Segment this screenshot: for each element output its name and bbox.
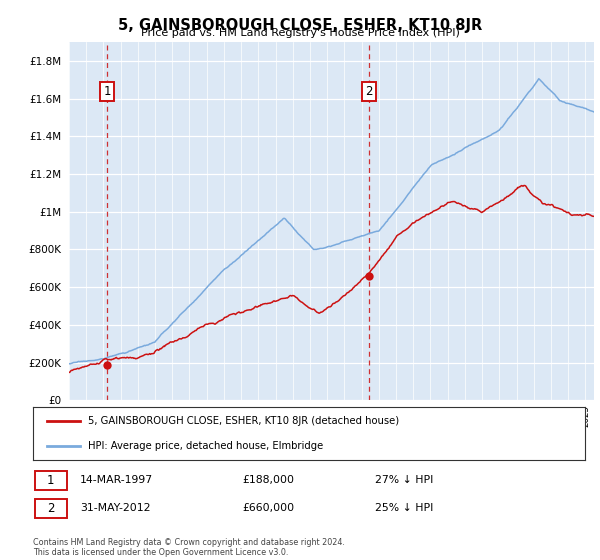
- FancyBboxPatch shape: [35, 498, 67, 518]
- Text: 5, GAINSBOROUGH CLOSE, ESHER, KT10 8JR (detached house): 5, GAINSBOROUGH CLOSE, ESHER, KT10 8JR (…: [88, 417, 400, 427]
- Text: 5, GAINSBOROUGH CLOSE, ESHER, KT10 8JR: 5, GAINSBOROUGH CLOSE, ESHER, KT10 8JR: [118, 18, 482, 33]
- Text: 25% ↓ HPI: 25% ↓ HPI: [375, 503, 434, 513]
- FancyBboxPatch shape: [35, 470, 67, 490]
- Text: £188,000: £188,000: [243, 475, 295, 485]
- Text: 14-MAR-1997: 14-MAR-1997: [80, 475, 153, 485]
- Text: 27% ↓ HPI: 27% ↓ HPI: [375, 475, 434, 485]
- Text: HPI: Average price, detached house, Elmbridge: HPI: Average price, detached house, Elmb…: [88, 441, 323, 451]
- Text: 31-MAY-2012: 31-MAY-2012: [80, 503, 151, 513]
- Text: 1: 1: [103, 85, 111, 98]
- Text: Price paid vs. HM Land Registry's House Price Index (HPI): Price paid vs. HM Land Registry's House …: [140, 28, 460, 38]
- Text: 1: 1: [47, 474, 55, 487]
- Text: Contains HM Land Registry data © Crown copyright and database right 2024.
This d: Contains HM Land Registry data © Crown c…: [33, 538, 345, 557]
- Text: 2: 2: [365, 85, 373, 98]
- Text: 2: 2: [47, 502, 55, 515]
- Text: £660,000: £660,000: [243, 503, 295, 513]
